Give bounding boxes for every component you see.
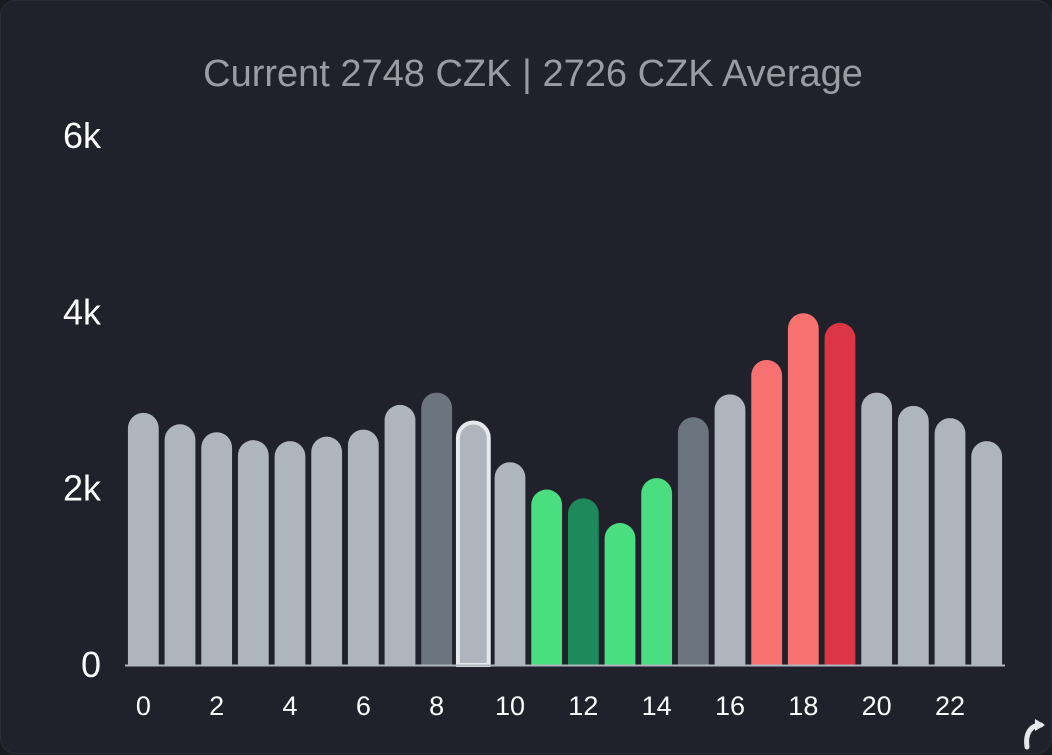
x-tick-label: 4 bbox=[282, 691, 297, 721]
bar-hour-19[interactable] bbox=[824, 322, 856, 665]
chart-title: Current 2748 CZK | 2726 CZK Average bbox=[203, 53, 863, 95]
bar-hour-20[interactable] bbox=[861, 392, 893, 665]
bar-hour-10[interactable] bbox=[494, 462, 526, 665]
bar-hour-2[interactable] bbox=[201, 432, 233, 665]
bar-hour-1[interactable] bbox=[164, 424, 196, 665]
bar-hour-16[interactable] bbox=[714, 394, 746, 665]
bar-hour-15[interactable] bbox=[677, 417, 709, 665]
x-tick-label: 10 bbox=[495, 691, 525, 721]
x-tick-label: 16 bbox=[715, 691, 745, 721]
x-tick-label: 6 bbox=[356, 691, 371, 721]
bar-hour-12[interactable] bbox=[567, 498, 599, 665]
x-tick-label: 0 bbox=[136, 691, 151, 721]
bar-hour-0[interactable] bbox=[127, 412, 159, 665]
x-tick-label: 12 bbox=[568, 691, 598, 721]
refresh-icon[interactable] bbox=[1013, 711, 1052, 755]
bar-hour-7[interactable] bbox=[384, 404, 416, 665]
bar-hour-3[interactable] bbox=[237, 440, 269, 665]
bar-hour-4[interactable] bbox=[274, 441, 306, 665]
y-tick-label: 0 bbox=[81, 644, 101, 685]
bar-hour-11[interactable] bbox=[531, 489, 563, 665]
bar-hour-17[interactable] bbox=[751, 359, 783, 665]
x-tick-label: 18 bbox=[788, 691, 818, 721]
bar-hour-14[interactable] bbox=[641, 478, 673, 665]
bar-hour-6[interactable] bbox=[347, 429, 379, 665]
bar-hour-21[interactable] bbox=[897, 405, 929, 665]
y-tick-label: 2k bbox=[63, 468, 102, 509]
y-tick-label: 4k bbox=[63, 291, 102, 332]
bar-hour-22[interactable] bbox=[934, 418, 966, 665]
x-tick-label: 8 bbox=[429, 691, 444, 721]
x-tick-label: 14 bbox=[642, 691, 672, 721]
x-tick-label: 2 bbox=[209, 691, 224, 721]
x-tick-label: 22 bbox=[935, 691, 965, 721]
bar-hour-8[interactable] bbox=[421, 392, 453, 665]
bar-hour-18[interactable] bbox=[787, 313, 819, 665]
y-tick-label: 6k bbox=[63, 115, 102, 156]
x-tick-label: 20 bbox=[862, 691, 892, 721]
bar-hour-5[interactable] bbox=[311, 436, 343, 665]
bar-hour-13[interactable] bbox=[604, 523, 636, 665]
bar-hour-23[interactable] bbox=[971, 441, 1003, 665]
bar-hour-9[interactable] bbox=[455, 420, 491, 667]
